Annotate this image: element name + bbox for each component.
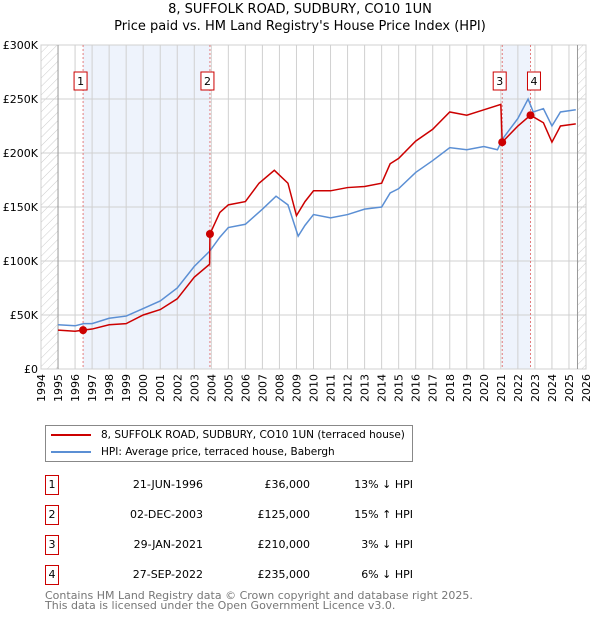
sale-price: £210,000 <box>257 538 311 551</box>
legend: 8, SUFFOLK ROAD, SUDBURY, CO10 1UN (terr… <box>45 425 413 462</box>
x-tick-label: 2017 <box>427 374 440 402</box>
x-tick-label: 2014 <box>376 374 389 402</box>
y-tick-label: £250K <box>3 93 39 106</box>
x-tick-label: 2012 <box>342 374 355 402</box>
x-tick-label: 2023 <box>529 374 542 402</box>
sale-date: 02-DEC-2003 <box>129 508 203 521</box>
x-tick-label: 2018 <box>444 374 457 402</box>
x-tick-label: 2005 <box>222 374 235 402</box>
sale-date: 27-SEP-2022 <box>132 568 203 581</box>
sale-number: 1 <box>45 475 59 495</box>
y-tick-label: £100K <box>3 255 39 268</box>
x-tick-label: 1994 <box>35 374 48 402</box>
sale-label-box <box>200 71 215 91</box>
x-tick-label: 2000 <box>137 374 150 402</box>
x-tick-label: 2007 <box>256 374 269 402</box>
sale-date: 29-JAN-2021 <box>133 538 203 551</box>
x-tick-label: 1995 <box>52 374 65 402</box>
sale-point <box>79 326 88 335</box>
hpi-series-line <box>57 97 576 327</box>
chart-title: 8, SUFFOLK ROAD, SUDBURY, CO10 1UN <box>168 2 432 17</box>
x-tick-label: 2006 <box>239 374 252 402</box>
sale-hpi-diff: 3% ↓ HPI <box>361 538 413 551</box>
x-tick-label: 2019 <box>461 374 474 402</box>
x-tick-label: 2025 <box>563 374 576 402</box>
sale-label-box <box>526 71 541 91</box>
footer-licence: This data is licensed under the Open Gov… <box>45 599 396 612</box>
x-tick-label: 1997 <box>86 374 99 402</box>
sale-number: 3 <box>45 535 59 555</box>
x-tick-label: 2016 <box>410 374 423 402</box>
x-tick-label: 2003 <box>188 374 201 402</box>
x-tick-label: 2013 <box>359 374 372 402</box>
sale-hpi-diff: 6% ↓ HPI <box>361 568 413 581</box>
x-tick-label: 1998 <box>103 374 116 402</box>
x-tick-label: 2021 <box>495 374 508 402</box>
legend-property: 8, SUFFOLK ROAD, SUDBURY, CO10 1UN (terr… <box>101 429 405 441</box>
x-tick-label: 2002 <box>171 374 184 402</box>
x-tick-label: 2001 <box>154 374 167 402</box>
x-tick-label: 2004 <box>205 374 218 402</box>
property-line-swatch <box>51 434 91 436</box>
y-tick-label: £200K <box>3 147 39 160</box>
sale-label-number: 3 <box>496 75 503 88</box>
x-tick-label: 2015 <box>393 374 406 402</box>
legend-hpi: HPI: Average price, terraced house, Babe… <box>101 446 335 458</box>
x-tick-label: 2024 <box>546 374 559 402</box>
sale-number: 4 <box>45 565 59 585</box>
y-tick-label: £150K <box>3 201 39 214</box>
x-tick-label: 2008 <box>273 374 286 402</box>
sale-label-number: 4 <box>530 75 537 88</box>
x-tick-label: 1996 <box>69 374 82 402</box>
sale-label-number: 1 <box>77 75 84 88</box>
price-chart: 1994 1995 1996 1997 1998 1999 2000 2001 2002 2003… <box>3 39 593 402</box>
sale-hpi-diff: 15% ↑ HPI <box>354 508 413 521</box>
x-tick-label: 2010 <box>308 374 321 402</box>
x-tick-label: 1999 <box>120 374 133 402</box>
sale-date: 21-JUN-1996 <box>132 478 203 491</box>
sale-hpi-diff: 13% ↓ HPI <box>354 478 413 491</box>
sale-point <box>498 138 507 147</box>
property-series-line <box>57 103 576 332</box>
x-tick-label: 2011 <box>325 374 338 402</box>
sale-label-box <box>492 71 507 91</box>
y-tick-label: £0 <box>24 363 38 376</box>
y-tick-label: £50K <box>10 309 39 322</box>
sale-price: £125,000 <box>257 508 311 521</box>
sale-number: 2 <box>45 505 59 525</box>
x-tick-label: 2020 <box>478 374 491 402</box>
chart-subtitle: Price paid vs. HM Land Registry's House … <box>114 19 486 34</box>
hpi-line-swatch <box>51 451 91 453</box>
sale-label-box <box>73 71 88 91</box>
sale-point <box>526 111 535 120</box>
x-tick-label: 2026 <box>580 374 593 402</box>
y-tick-label: £300K <box>3 39 39 52</box>
x-tick-label: 2022 <box>512 374 525 402</box>
footer: Contains HM Land Registry data © Crown c… <box>45 589 473 612</box>
sale-price: £36,000 <box>264 478 311 491</box>
sale-label-number: 2 <box>204 75 211 88</box>
footer-copyright: Contains HM Land Registry data © Crown c… <box>45 589 473 602</box>
sale-price: £235,000 <box>257 568 311 581</box>
x-tick-label: 2009 <box>290 374 303 402</box>
sale-point <box>205 230 214 238</box>
